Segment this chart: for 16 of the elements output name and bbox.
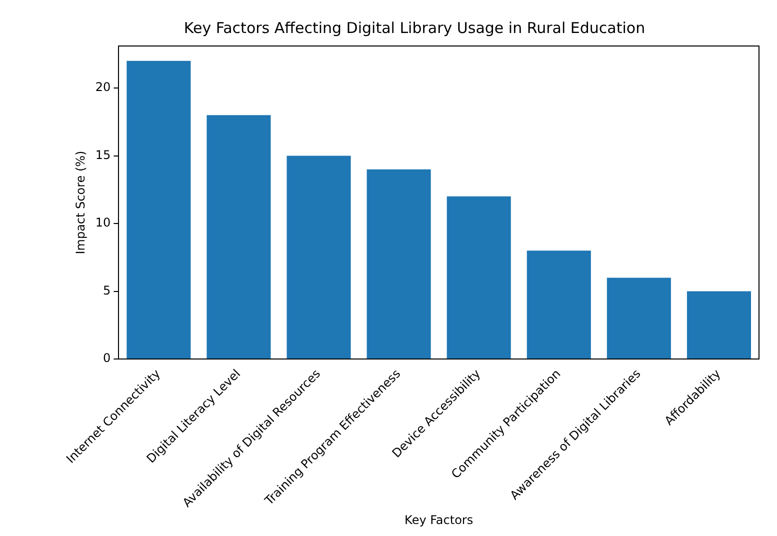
- y-tick-label: 5: [103, 283, 111, 298]
- bar: [126, 60, 191, 359]
- bar: [366, 169, 431, 359]
- y-axis-title: Impact Score (%): [73, 150, 88, 254]
- y-tick-label: 0: [103, 351, 111, 366]
- chart-title: Key Factors Affecting Digital Library Usage in Rural Education: [184, 18, 646, 37]
- bar: [206, 115, 271, 359]
- y-tick-label: 10: [95, 216, 111, 230]
- bar: [286, 156, 351, 359]
- x-axis-title: Key Factors: [404, 512, 474, 527]
- bar: [686, 291, 751, 359]
- y-tick-label: 15: [95, 148, 111, 162]
- bar: [606, 278, 671, 359]
- y-tick-label: 20: [95, 80, 111, 94]
- bar: [446, 196, 511, 359]
- bar: [526, 250, 591, 359]
